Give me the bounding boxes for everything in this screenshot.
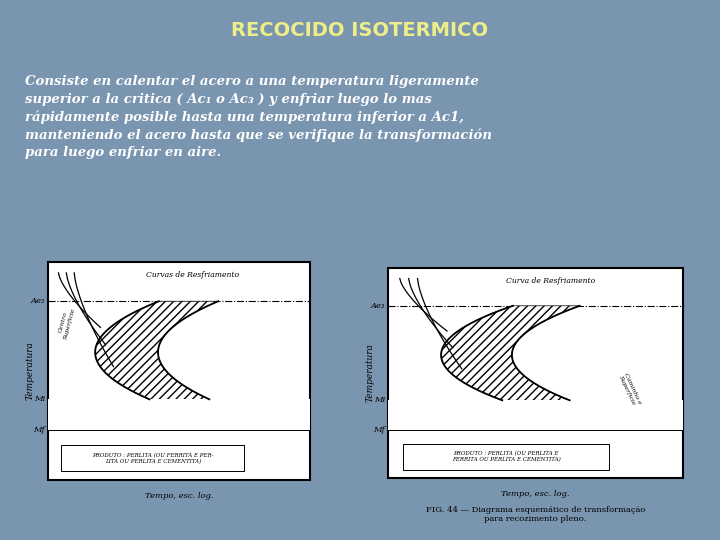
- Bar: [388, 268, 683, 478]
- Text: Caminho e
Superficie: Caminho e Superficie: [618, 372, 642, 408]
- Text: Temperatura: Temperatura: [366, 343, 374, 402]
- Text: Temperatura: Temperatura: [25, 342, 35, 401]
- Text: PRODUTO : PERLITA (OU PERLITA E
FERRITA OU PERLITA E CEMENTITA): PRODUTO : PERLITA (OU PERLITA E FERRITA …: [451, 451, 560, 463]
- Bar: [402, 444, 609, 470]
- Polygon shape: [95, 301, 218, 400]
- Text: PRODUTO : PERLITA (OU FERRITA E PER-
LITA OU PERLITA E CEMENTITA): PRODUTO : PERLITA (OU FERRITA E PER- LIT…: [92, 453, 214, 464]
- Polygon shape: [441, 306, 580, 400]
- Text: Ae₃: Ae₃: [371, 302, 385, 310]
- Text: Curva de Resfriamento: Curva de Resfriamento: [505, 276, 595, 285]
- Text: Mi: Mi: [34, 395, 45, 403]
- Text: Mf: Mf: [33, 426, 45, 434]
- Text: Curvas de Resfriamento: Curvas de Resfriamento: [145, 271, 238, 279]
- Text: Consiste en calentar el acero a una temperatura ligeramente
superior a la critic: Consiste en calentar el acero a una temp…: [25, 75, 492, 159]
- Bar: [61, 445, 245, 471]
- Text: Tempo, esc. log.: Tempo, esc. log.: [501, 490, 570, 498]
- Text: Mf: Mf: [373, 426, 385, 434]
- Text: Centro
Superficie: Centro Superficie: [57, 306, 76, 340]
- Polygon shape: [388, 400, 683, 430]
- Text: RECOCIDO ISOTERMICO: RECOCIDO ISOTERMICO: [231, 21, 489, 39]
- Text: Ae₃: Ae₃: [31, 297, 45, 305]
- Text: Tempo, esc. log.: Tempo, esc. log.: [145, 492, 213, 500]
- Bar: [48, 262, 310, 480]
- Text: Mi: Mi: [374, 396, 385, 404]
- Polygon shape: [48, 400, 310, 430]
- Text: FIG. 44 — Diagrama esquemático de transformação
para recozimento pleno.: FIG. 44 — Diagrama esquemático de transf…: [426, 506, 645, 523]
